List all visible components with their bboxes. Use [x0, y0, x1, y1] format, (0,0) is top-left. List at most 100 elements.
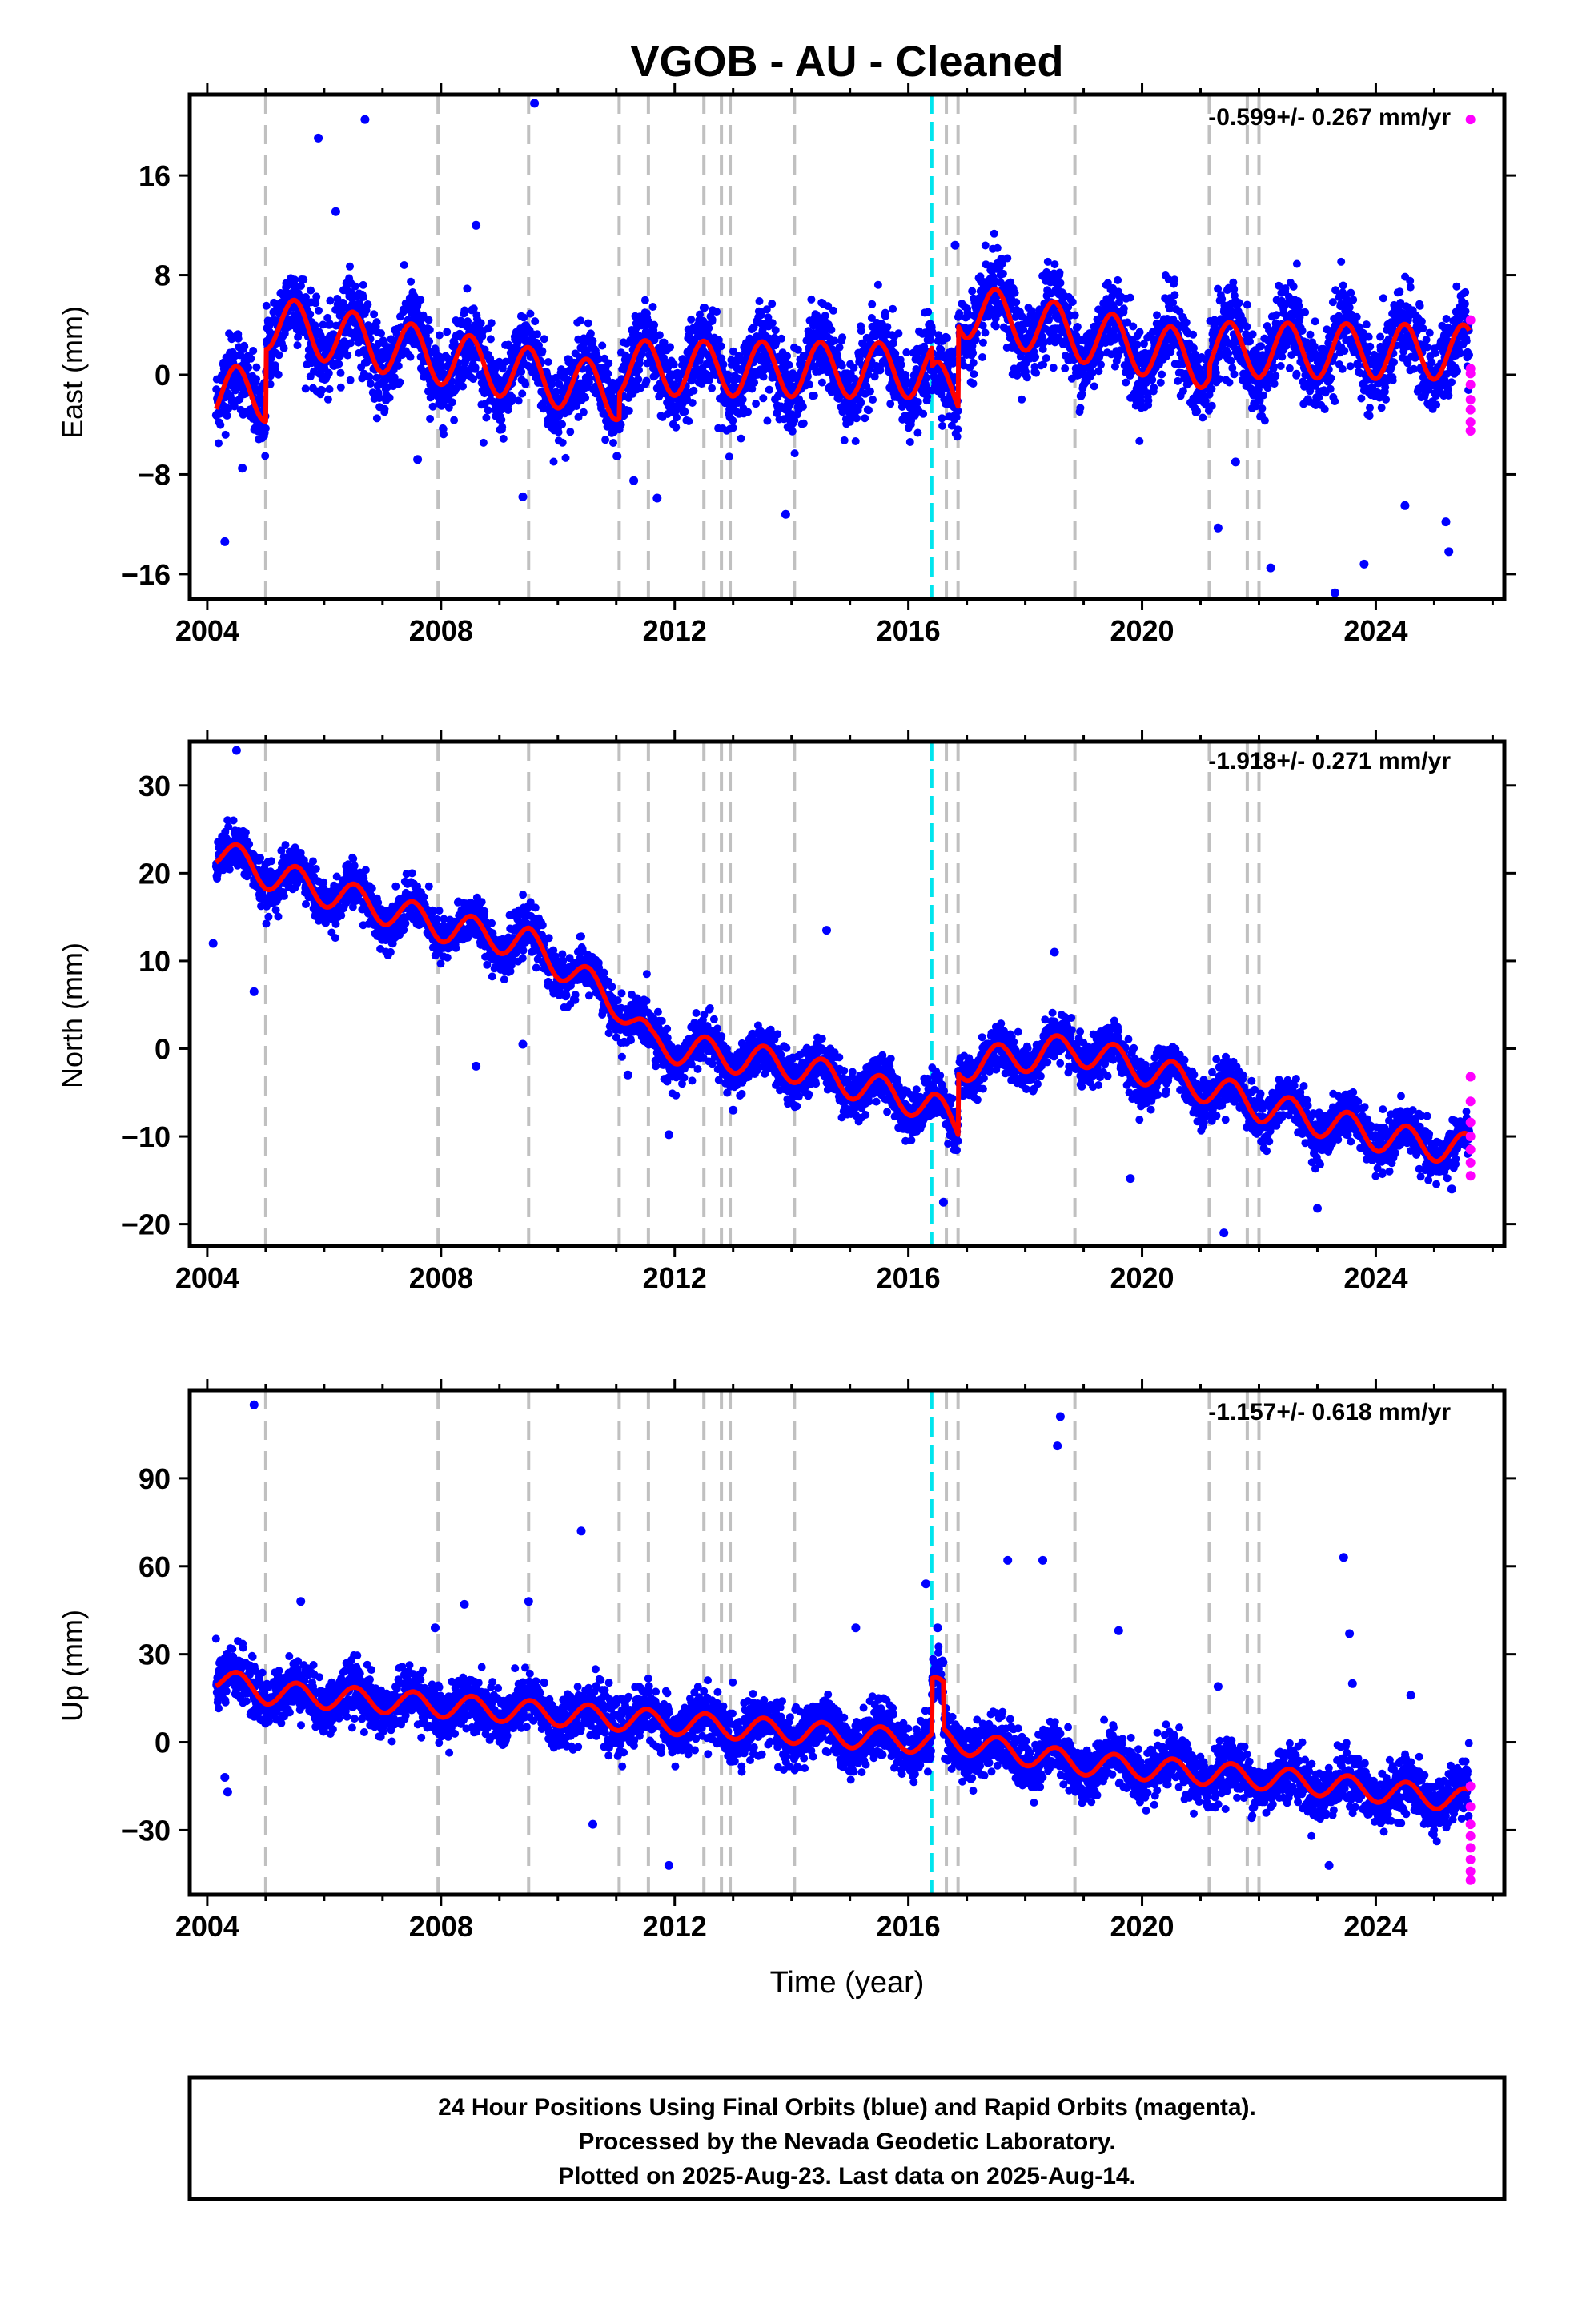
east-data-point — [346, 376, 355, 384]
east-data-point — [1263, 384, 1272, 392]
east-data-point — [897, 360, 905, 369]
east-data-point — [953, 432, 962, 441]
east-data-point — [1362, 320, 1371, 329]
east-data-point — [798, 402, 807, 411]
east-data-point — [471, 364, 480, 372]
east-data-point — [853, 414, 861, 423]
east-data-point — [479, 438, 488, 447]
east-data-point — [252, 375, 260, 384]
east-data-point — [1422, 336, 1431, 344]
east-data-point — [584, 319, 592, 328]
east-data-point — [1003, 254, 1012, 263]
east-data-point — [1207, 401, 1216, 410]
east-data-point — [231, 386, 240, 395]
east-outlier-point — [629, 476, 639, 485]
east-x-tick-label: 2004 — [175, 614, 239, 647]
east-data-point — [499, 434, 508, 443]
east-data-point — [876, 366, 885, 375]
east-data-point — [1270, 363, 1279, 371]
east-outlier-point — [518, 492, 528, 501]
east-data-point — [1090, 382, 1098, 391]
east-data-point — [1144, 396, 1153, 405]
east-data-point — [1382, 395, 1391, 404]
east-data-point — [1257, 342, 1266, 351]
east-data-point — [1258, 404, 1267, 412]
east-data-point — [1243, 300, 1251, 309]
east-data-point — [827, 325, 836, 334]
east-data-point — [799, 419, 808, 428]
east-data-point — [1447, 378, 1456, 387]
east-data-point — [1295, 301, 1303, 310]
east-data-point — [790, 449, 799, 458]
east-outlier-point — [1441, 517, 1451, 527]
east-data-point — [968, 287, 977, 296]
east-outlier-point — [530, 99, 540, 108]
east-outlier-point — [1266, 563, 1275, 573]
east-data-point — [576, 316, 585, 325]
east-data-point — [865, 406, 873, 415]
east-data-point — [705, 324, 713, 332]
east-data-point — [673, 413, 681, 422]
east-data-point — [435, 331, 444, 340]
east-data-point — [223, 412, 231, 420]
east-data-point — [708, 384, 717, 392]
east-rapid-point — [1465, 315, 1476, 325]
east-data-point — [1310, 342, 1319, 351]
east-data-point — [517, 368, 526, 376]
east-data-point — [1337, 257, 1346, 266]
east-outlier-point — [331, 207, 340, 216]
east-data-point — [443, 328, 452, 336]
east-data-point — [1243, 323, 1251, 331]
east-data-point — [558, 420, 567, 428]
east-data-point — [244, 364, 253, 372]
east-data-point — [518, 389, 527, 398]
east-rapid-point — [1465, 380, 1476, 390]
east-data-point — [725, 452, 733, 461]
east-data-point — [1114, 275, 1122, 284]
east-data-point — [604, 359, 613, 368]
east-data-point — [1010, 288, 1019, 297]
east-data-point — [669, 360, 678, 369]
east-data-point — [913, 428, 922, 437]
east-data-point — [416, 296, 425, 304]
east-data-point — [1340, 347, 1349, 356]
east-data-point — [400, 261, 408, 269]
east-data-point — [729, 424, 737, 432]
east-data-point — [261, 452, 270, 460]
east-data-point — [487, 319, 496, 328]
east-data-point — [363, 300, 372, 308]
east-data-point — [1156, 378, 1165, 387]
east-data-point — [324, 368, 333, 377]
east-data-point — [719, 360, 728, 368]
east-data-point — [624, 406, 633, 415]
east-data-point — [755, 297, 764, 305]
east-data-point — [249, 347, 258, 355]
east-data-point — [1207, 384, 1216, 393]
east-data-point — [851, 437, 860, 445]
east-data-point — [1122, 378, 1130, 387]
east-data-point — [1055, 268, 1064, 277]
east-data-point — [681, 408, 689, 416]
east-data-point — [297, 282, 305, 290]
east-data-point — [1235, 299, 1243, 308]
east-data-point — [642, 376, 651, 385]
east-data-point — [326, 296, 335, 305]
east-data-point — [307, 286, 315, 295]
east-data-point — [604, 369, 612, 378]
east-data-point — [302, 293, 310, 301]
east-data-point — [279, 344, 288, 352]
east-data-point — [805, 380, 813, 389]
east-data-point — [291, 275, 299, 284]
east-data-point — [970, 370, 978, 379]
east-data-point — [1248, 330, 1257, 339]
east-data-point — [978, 338, 987, 347]
east-data-point — [271, 361, 279, 370]
east-data-point — [459, 382, 467, 391]
east-data-point — [1133, 340, 1142, 349]
east-data-point — [1272, 311, 1281, 320]
east-data-point — [1306, 330, 1315, 339]
east-data-point — [262, 301, 271, 310]
east-data-point — [293, 341, 302, 350]
east-data-point — [1068, 298, 1077, 306]
